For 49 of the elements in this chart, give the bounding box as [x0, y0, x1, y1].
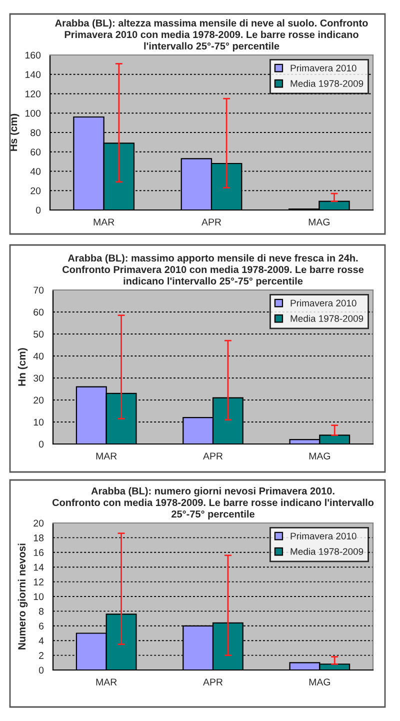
x-tick-label: MAR — [96, 678, 117, 686]
y-tick-label: 0 — [38, 440, 44, 448]
y-tick-label: 60 — [34, 308, 44, 316]
y-tick-label: 40 — [33, 352, 44, 360]
x-tick-label: MAG — [309, 452, 330, 460]
x-tick-label: MAR — [94, 218, 114, 226]
chart-title: Arabba (BL): massimo apporto mensile di neve fresca in 24h. Confronto Primavera 2010 con media 1978-2009. Le barre rosse indicano l'intervallo 25°-75° percentile — [62, 254, 364, 287]
y-tick-label: 20 — [34, 396, 44, 404]
y-tick-label: 100 — [25, 110, 41, 117]
chart-title: Arabba (BL): altezza massima mensile di neve al suolo. Confronto Primavera 2010 con media 1978-2009. Le barre rosse indicano l'intervallo 25°-75° percentile — [55, 19, 368, 52]
y-axis-title: Numero giorni nevosi — [18, 544, 28, 650]
y-tick-label: 4 — [38, 637, 44, 644]
y-tick-label: 2 — [39, 652, 44, 659]
y-tick-label: 20 — [30, 187, 41, 194]
y-tick-label: 60 — [30, 148, 41, 156]
x-tick-label: MAG — [309, 678, 330, 686]
y-axis-title: Hn (cm) — [18, 348, 28, 386]
legend-label: Primavera 2010 — [290, 299, 356, 306]
chart-title: Arabba (BL): numero giorni nevosi Primavera 2010. Confronto con media 1978-2009. Le barre rosse indicano l'intervallo 25°-75° percentile — [52, 487, 374, 520]
y-tick-label: 0 — [36, 206, 41, 214]
y-tick-label: 80 — [30, 129, 41, 136]
y-tick-label: 8 — [38, 608, 44, 615]
y-tick-label: 40 — [30, 168, 41, 175]
y-tick-label: 10 — [34, 418, 44, 426]
y-tick-label: 14 — [34, 564, 44, 571]
y-tick-label: 50 — [34, 330, 44, 338]
y-tick-label: 0 — [38, 666, 44, 674]
legend-label: Media 1978-2009 — [290, 314, 364, 322]
x-tick-label: MAG — [308, 218, 330, 226]
y-tick-label: 18 — [34, 534, 44, 542]
legend-label: Primavera 2010 — [290, 64, 356, 72]
y-tick-label: 12 — [34, 578, 44, 586]
legend-label: Media 1978-2009 — [290, 80, 364, 87]
y-tick-label: 16 — [34, 549, 44, 556]
legend-label: Media 1978-2009 — [290, 548, 364, 555]
x-tick-label: MAR — [96, 452, 117, 460]
x-tick-label: APR — [202, 218, 222, 226]
y-tick-label: 30 — [34, 374, 44, 382]
x-tick-label: APR — [203, 452, 223, 460]
y-tick-label: 20 — [34, 520, 44, 527]
y-tick-label: 70 — [34, 286, 44, 294]
y-tick-label: 6 — [39, 622, 44, 630]
y-tick-label: 10 — [34, 593, 44, 600]
y-tick-label: 140 — [25, 71, 41, 78]
y-tick-label: 160 — [25, 52, 41, 59]
y-tick-label: 120 — [25, 90, 41, 98]
legend-label: Primavera 2010 — [290, 532, 356, 540]
y-axis-title: Hs (cm) — [9, 114, 20, 151]
x-tick-label: APR — [203, 678, 223, 686]
